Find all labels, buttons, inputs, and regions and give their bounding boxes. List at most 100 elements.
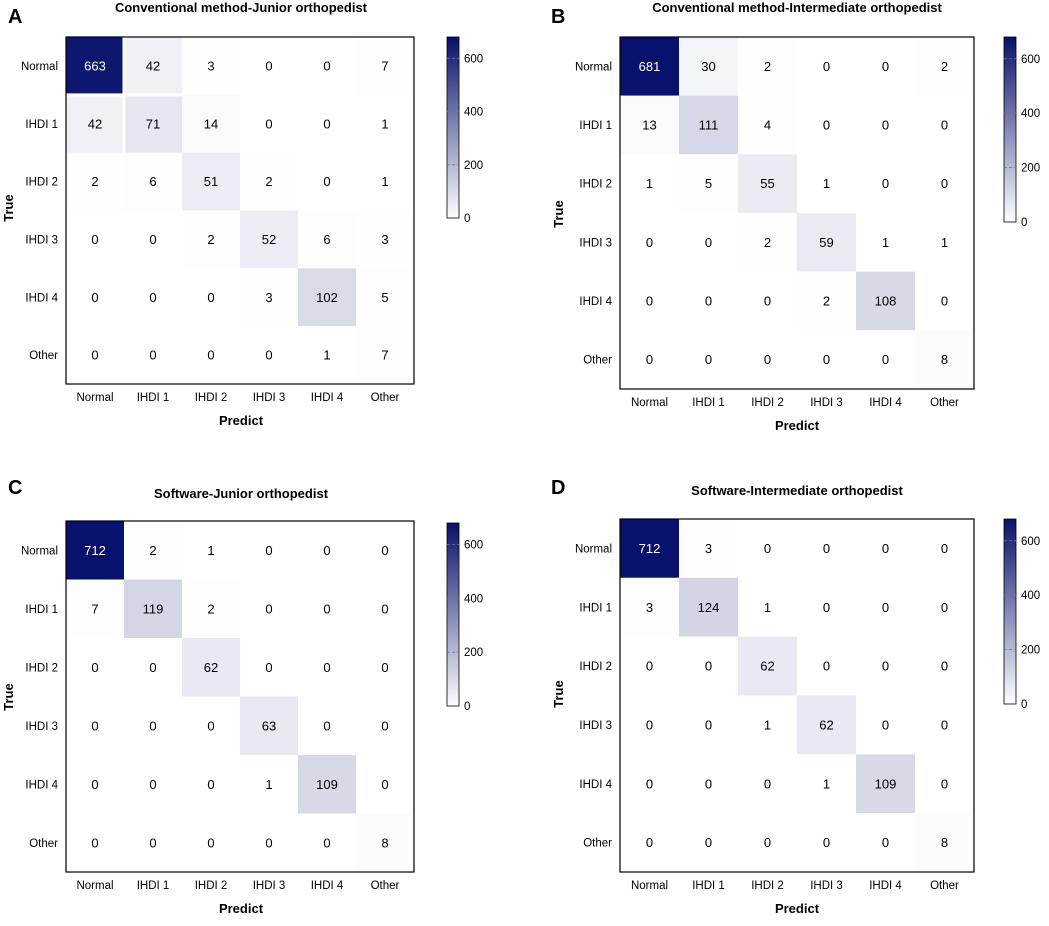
y-tick-labels: Normal IHDI 1 IHDI 2 IHDI 3 IHDI 4 Other: [21, 61, 59, 362]
cell-value-label: 30: [701, 59, 715, 74]
cell-value-label: 62: [760, 659, 774, 674]
colorbar: 0 200 400 600: [1003, 518, 1040, 711]
panel-title: Software-Intermediate orthopedist: [691, 483, 903, 498]
cell-value-label: 0: [207, 348, 214, 363]
cell-value-label: 0: [882, 659, 889, 674]
cell-value-label: 63: [262, 718, 276, 733]
heatmap-cell: [915, 754, 974, 814]
heatmap-cell: [356, 268, 414, 327]
heatmap-cell: [298, 326, 356, 384]
heatmap-cell: [679, 95, 738, 155]
cell-value-label: 0: [941, 118, 948, 133]
heatmap-cell: [620, 813, 679, 872]
cell-value-label: 1: [381, 174, 388, 189]
cell-value-label: 0: [265, 543, 272, 558]
heatmap-cell: [124, 152, 182, 211]
heatmap-cell: [679, 695, 738, 755]
y-axis-label: True: [551, 200, 566, 227]
x-tick-label: IHDI 3: [810, 880, 843, 892]
heatmap-cell: [66, 521, 124, 580]
cell-value-label: 2: [91, 174, 98, 189]
cell-value-label: 0: [764, 541, 771, 556]
cell-value-label: 2: [207, 601, 214, 616]
heatmap-cell: [915, 213, 974, 272]
x-tick-label: Normal: [631, 880, 668, 892]
cell-value-label: 0: [941, 776, 948, 791]
cell-value-label: 0: [323, 601, 330, 616]
cell-value-label: 0: [149, 290, 156, 305]
heatmap-cell: [856, 95, 915, 155]
cell-value-label: 0: [882, 717, 889, 732]
heatmap-cell: [738, 154, 797, 213]
cell-value-label: 663: [84, 58, 106, 73]
heatmap-cell: [240, 326, 298, 384]
heatmap-cell: [66, 210, 124, 269]
colorbar-tick-label: 0: [1021, 699, 1027, 711]
cell-value-label: 8: [941, 835, 948, 850]
heatmap-cell: [620, 754, 679, 814]
heatmap-cell: [356, 521, 414, 580]
y-tick-label: IHDI 3: [25, 721, 58, 733]
panel-c: C Software-Junior orthopedist 712 2 1 0 0 07 1…: [1, 477, 483, 916]
heatmap-cell: [298, 521, 356, 580]
heatmap-cell: [679, 754, 738, 814]
heatmap-cell: [797, 519, 856, 578]
y-tick-label: Normal: [575, 61, 612, 73]
cell-value-label: 62: [204, 660, 218, 675]
heatmap-cell: [856, 213, 915, 272]
x-tick-label: IHDI 2: [751, 397, 784, 409]
cell-value-label: 0: [823, 118, 830, 133]
cell-value-label: 0: [941, 600, 948, 615]
heatmap-cell: [356, 152, 414, 211]
cell-value-label: 0: [91, 232, 98, 247]
cell-value-label: 2: [149, 543, 156, 558]
heatmap-cell: [356, 755, 414, 814]
heatmap-cell: [356, 94, 414, 153]
cell-value-label: 0: [149, 660, 156, 675]
heatmap-cell: [620, 577, 679, 637]
heatmap-cell: [182, 94, 240, 153]
cell-value-label: 681: [639, 59, 661, 74]
y-tick-label: Normal: [21, 545, 58, 557]
heatmap-cell: [797, 95, 856, 155]
heatmap-cell: [738, 37, 797, 96]
heatmap-cell: [298, 210, 356, 269]
heatmap-cell: [240, 755, 298, 814]
heatmap-cell: [856, 330, 915, 389]
heatmap-cell: [356, 37, 414, 95]
heatmap-cell: [797, 636, 856, 696]
cell-value-label: 0: [764, 776, 771, 791]
heatmap-cell: [124, 37, 182, 95]
heatmap-cell: [915, 519, 974, 578]
heatmap-cell: [679, 213, 738, 272]
heatmap-cell: [356, 696, 414, 755]
cell-value-label: 59: [819, 235, 833, 250]
heatmap-cell: [856, 154, 915, 213]
cell-value-label: 2: [265, 174, 272, 189]
heatmap-border: [619, 36, 975, 390]
cell-value-label: 111: [699, 118, 719, 133]
x-tick-label: IHDI 1: [692, 880, 725, 892]
y-axis-label: True: [551, 680, 566, 707]
cell-value-label: 0: [149, 718, 156, 733]
heatmap-cell: [797, 695, 856, 755]
y-tick-label: IHDI 2: [579, 661, 612, 673]
cell-value-label: 0: [646, 717, 653, 732]
colorbar-tick-label: 0: [464, 701, 470, 713]
colorbar-tick-label: 600: [464, 540, 483, 552]
heatmap-cell: [66, 94, 124, 153]
heatmap-cell: [124, 638, 182, 697]
colorbar: 0 200 400 600: [1003, 36, 1040, 229]
cell-value-label: 0: [265, 58, 272, 73]
heatmap-cell: [182, 813, 240, 872]
x-tick-label: Other: [371, 880, 400, 892]
heatmap-cell: [620, 213, 679, 272]
cell-value-label: 1: [323, 348, 330, 363]
heatmap-cell: [66, 152, 124, 211]
colorbar-gradient: [1003, 518, 1017, 705]
colorbar: 0 200 400 600: [446, 36, 483, 225]
cell-value-label: 0: [91, 348, 98, 363]
colorbar-tick-label: 400: [464, 593, 483, 605]
colorbar-tick-label: 600: [1021, 54, 1040, 66]
heatmap-cell: [124, 696, 182, 755]
